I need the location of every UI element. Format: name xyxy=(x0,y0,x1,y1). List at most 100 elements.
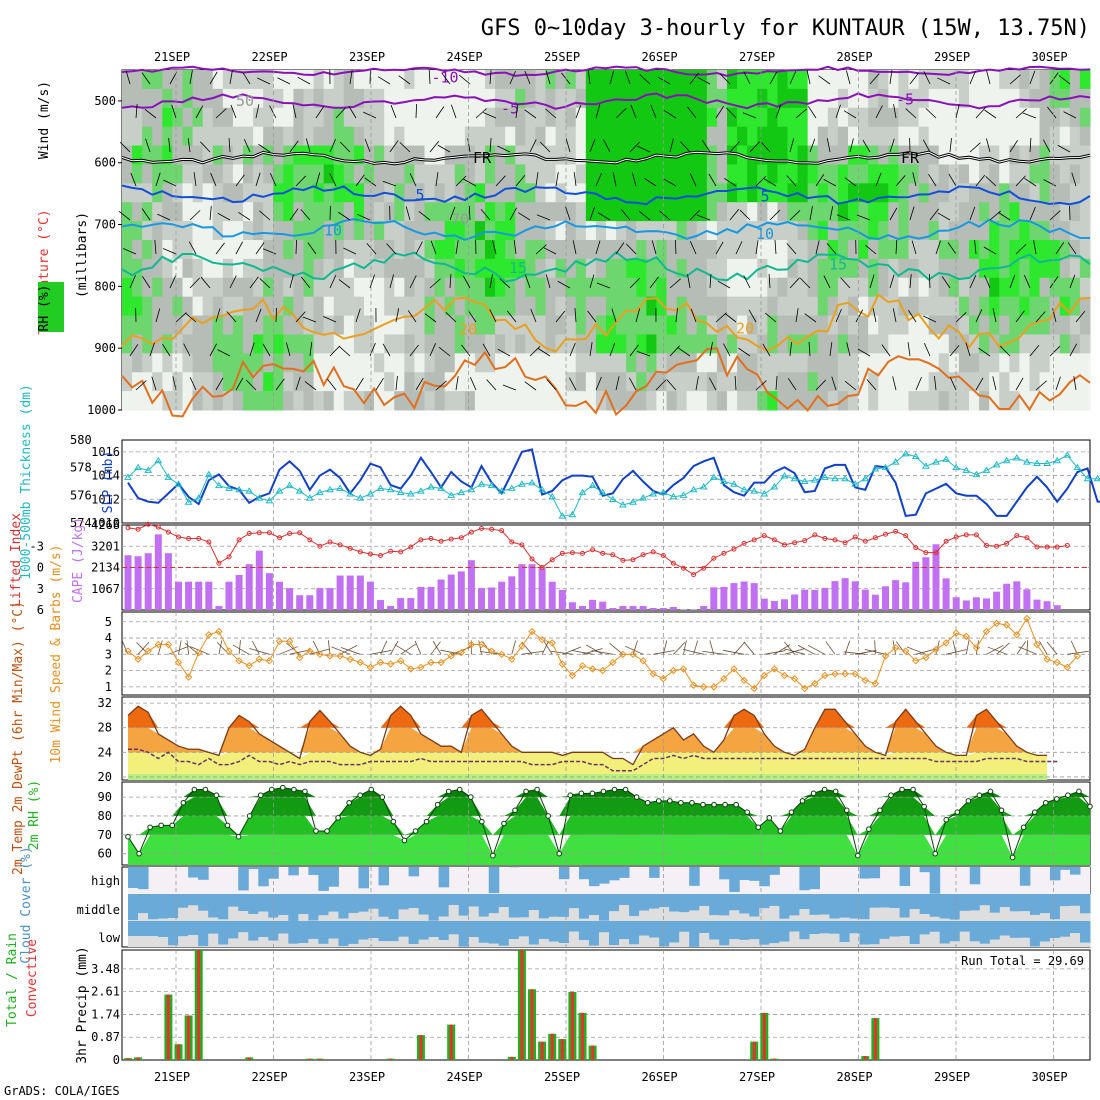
rh2m-point xyxy=(291,786,297,793)
li-point xyxy=(236,537,242,543)
cloud-cell-middle xyxy=(839,894,850,918)
wind10-point xyxy=(952,629,960,637)
rh-cell xyxy=(837,258,849,279)
rh-cell xyxy=(1079,88,1091,109)
rh-cell xyxy=(132,334,143,354)
cape-bar xyxy=(478,588,485,610)
rh-cell xyxy=(525,240,536,260)
rh-cell xyxy=(313,391,325,411)
rh-cell xyxy=(1049,353,1061,373)
rh-cell xyxy=(777,240,788,260)
cloud-clear-cell xyxy=(278,933,289,947)
rh-cell xyxy=(172,240,183,260)
rh-cell xyxy=(858,70,869,90)
rh2m-point xyxy=(987,788,994,795)
rh-cell xyxy=(777,296,788,317)
rh-cell xyxy=(192,202,204,222)
rh-cell xyxy=(797,70,809,90)
rh-cell xyxy=(212,277,224,298)
rh-cell xyxy=(595,240,607,260)
wind-barb xyxy=(209,343,217,357)
rh-cell xyxy=(343,353,355,373)
wind10-point xyxy=(780,671,789,680)
wind-barb xyxy=(589,342,593,357)
rh-cell xyxy=(313,258,325,279)
rh-cell xyxy=(807,145,819,165)
rh-cell xyxy=(616,183,627,203)
rh-cell xyxy=(626,315,637,335)
rh-cell xyxy=(384,296,395,317)
rh-cell xyxy=(848,258,859,279)
precip-conv-bar xyxy=(570,991,574,1060)
rh2m-point xyxy=(888,792,894,799)
rh-cell xyxy=(626,334,637,354)
thickness-point xyxy=(538,485,546,493)
wind-barb xyxy=(615,108,627,119)
rh-cell xyxy=(162,391,173,411)
rh-cell xyxy=(293,183,304,203)
rh-cell xyxy=(404,183,415,203)
wind-barb xyxy=(262,343,271,357)
thickness-point xyxy=(669,492,678,500)
rh-cell xyxy=(313,315,325,335)
cape-bar xyxy=(377,600,384,610)
rh-cell xyxy=(646,240,657,260)
rh-cell xyxy=(132,126,143,147)
thickness-point xyxy=(689,485,698,493)
wind10-point xyxy=(962,632,971,641)
rh2m-point xyxy=(1076,788,1082,795)
wind-barb xyxy=(596,282,611,289)
rh-cell xyxy=(595,353,607,373)
wind-barb xyxy=(644,177,657,187)
rh-cell xyxy=(152,372,163,392)
rh-cell xyxy=(646,353,657,373)
rh-cell xyxy=(535,164,546,184)
rh-cell xyxy=(232,164,244,184)
wind-barb xyxy=(259,210,271,221)
cloud-cell-middle xyxy=(719,894,730,916)
rh-cell xyxy=(888,88,899,109)
pressure-tick-label: 500 xyxy=(94,94,116,108)
rh-cell xyxy=(222,107,234,128)
rh-cell xyxy=(555,240,567,260)
rh-cell xyxy=(878,296,889,317)
rh-cell xyxy=(1039,70,1051,90)
wind-barb-10m xyxy=(279,646,298,655)
rh2m-point xyxy=(213,792,220,799)
rh-cell xyxy=(727,372,738,392)
rh-cell xyxy=(585,391,597,411)
wind-barb xyxy=(1073,376,1077,391)
rh-cell xyxy=(969,221,980,241)
cloud-clear-cell xyxy=(438,916,450,921)
precip-axis-label: 3hr Precip (mm) xyxy=(75,946,90,1063)
wind-barb xyxy=(125,70,131,85)
rh2m-point xyxy=(877,807,883,814)
wind-barb xyxy=(249,342,255,357)
wind-barb xyxy=(941,276,951,289)
cloud-cell-high xyxy=(759,867,770,887)
rh-cell xyxy=(837,353,849,373)
rh-cell xyxy=(263,353,274,373)
thickness-point xyxy=(619,501,627,508)
rh2m-point xyxy=(169,822,176,829)
wind-barb xyxy=(525,274,531,289)
wind-barb xyxy=(357,213,371,221)
thickness-point xyxy=(386,485,395,493)
rh-cell xyxy=(243,240,254,260)
rh-cell xyxy=(676,164,688,184)
rh-cell xyxy=(555,183,567,203)
wind-barb xyxy=(482,112,497,119)
rh-cell xyxy=(747,372,758,392)
cape-bar xyxy=(437,579,445,610)
rh-cell xyxy=(626,221,637,241)
wind-barb xyxy=(305,138,311,153)
rh-cell xyxy=(454,334,466,354)
rh-cell xyxy=(172,372,183,392)
wind10-point xyxy=(831,670,839,678)
rh-cell xyxy=(837,240,849,260)
rh-cell xyxy=(807,240,819,260)
rh-cell xyxy=(152,296,163,317)
cloud-cell-low xyxy=(779,921,790,942)
rh-cell xyxy=(474,258,486,279)
rh-cell xyxy=(797,334,809,354)
